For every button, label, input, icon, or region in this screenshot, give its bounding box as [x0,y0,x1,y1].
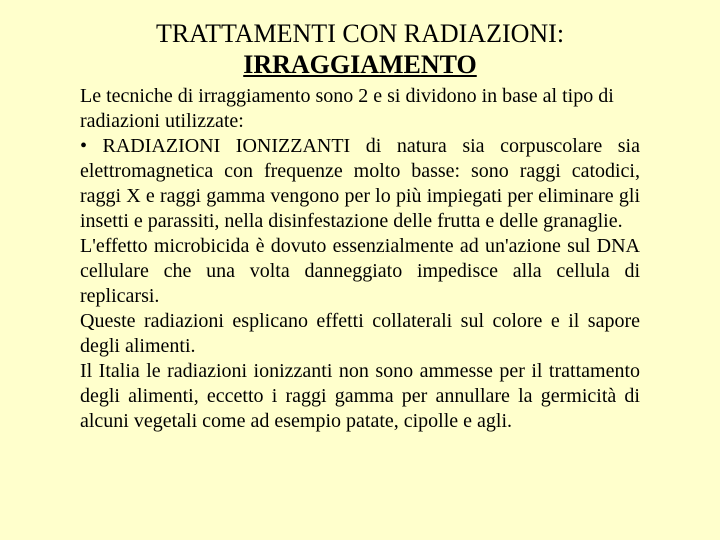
slide-container: TRATTAMENTI CON RADIAZIONI: IRRAGGIAMENT… [0,0,720,454]
paragraph-2: L'effetto microbicida è dovuto essenzial… [80,234,640,309]
paragraph-3: Queste radiazioni esplicano effetti coll… [80,309,640,359]
bullet-label: • RADIAZIONI IONIZZANTI [80,135,350,157]
paragraph-4: Il Italia le radiazioni ionizzanti non s… [80,359,640,434]
title-line-1: TRATTAMENTI CON RADIAZIONI: [80,18,640,49]
intro-paragraph: Le tecniche di irraggiamento sono 2 e si… [80,84,640,134]
title-line-2: IRRAGGIAMENTO [80,49,640,80]
body-text: Le tecniche di irraggiamento sono 2 e si… [80,84,640,434]
bullet-paragraph: • RADIAZIONI IONIZZANTI di natura sia co… [80,134,640,234]
